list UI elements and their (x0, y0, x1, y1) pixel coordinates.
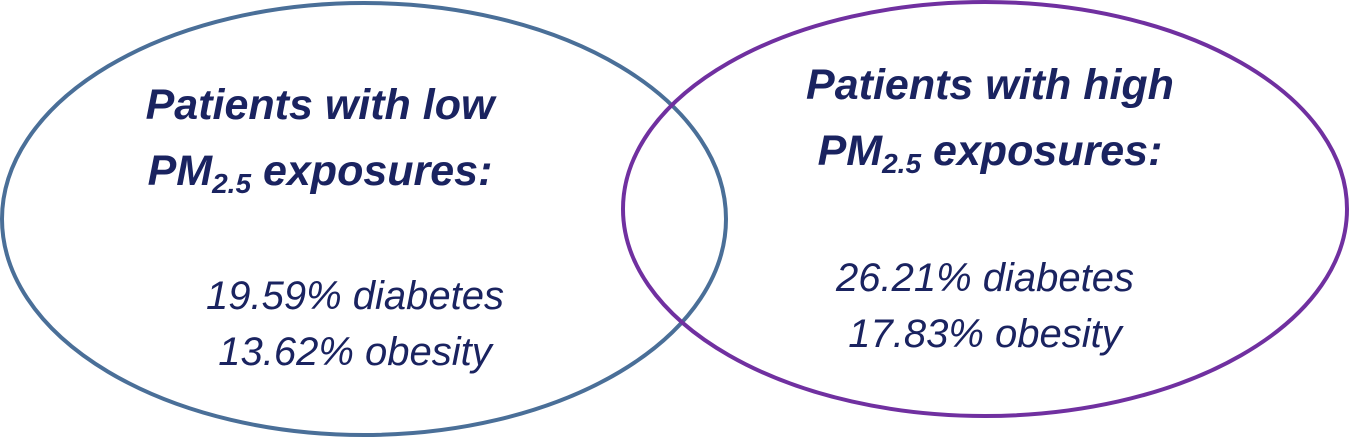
high-exposure-heading: Patients with high PM2.5 exposures: (750, 52, 1230, 184)
low-pm-suffix: exposures: (251, 147, 493, 195)
low-exposure-stats: 19.59% diabetes 13.62% obesity (115, 268, 595, 380)
high-pm-subscript: 2.5 (882, 148, 922, 179)
low-exposure-heading-line1: Patients with low (145, 81, 495, 129)
low-obesity-rate: 13.62% obesity (218, 330, 492, 374)
high-obesity-rate: 17.83% obesity (848, 312, 1122, 356)
high-pm-suffix: exposures: (921, 127, 1163, 175)
low-pm-prefix: PM (147, 147, 213, 195)
low-exposure-ellipse (0, 1, 728, 437)
high-exposure-ellipse (621, 0, 1349, 418)
high-exposure-heading-line1: Patients with high (806, 61, 1174, 109)
high-pm-prefix: PM (817, 127, 883, 175)
high-exposure-heading-line2: PM2.5 exposures: (750, 118, 1230, 184)
low-diabetes-rate: 19.59% diabetes (205, 274, 504, 318)
low-exposure-heading-line2: PM2.5 exposures: (80, 138, 560, 204)
low-exposure-heading: Patients with low PM2.5 exposures: (80, 72, 560, 204)
high-diabetes-rate: 26.21% diabetes (835, 256, 1134, 300)
high-exposure-stats: 26.21% diabetes 17.83% obesity (745, 250, 1225, 362)
low-pm-subscript: 2.5 (212, 168, 252, 199)
